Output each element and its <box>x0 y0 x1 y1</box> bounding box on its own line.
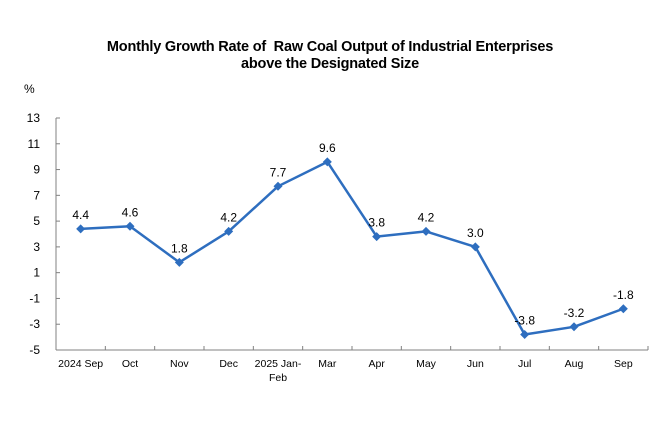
data-label: -3.2 <box>564 306 585 320</box>
x-tick-label: Aug <box>565 358 584 370</box>
data-label: 4.6 <box>122 205 139 219</box>
x-tick-label: Feb <box>269 372 287 384</box>
data-label: -1.8 <box>613 288 634 302</box>
data-point-marker <box>372 232 382 242</box>
x-tick-label: Mar <box>318 358 337 370</box>
y-tick-label: -3 <box>29 317 40 331</box>
x-tick-label: Oct <box>122 358 138 370</box>
series-layer: 4.4 4.6 1.8 4.2 7.7 9.6 3.8 4.2 3.0 -3.8 -3.2 -1.8 <box>72 141 634 340</box>
data-label: 1.8 <box>171 241 188 255</box>
data-point-marker <box>569 322 579 332</box>
x-tick-label: Nov <box>170 358 189 370</box>
chart-title: Monthly Growth Rate of Raw Coal Output o… <box>0 39 660 73</box>
x-tick-label: Sep <box>614 358 633 370</box>
x-tick-label: Dec <box>219 358 238 370</box>
y-tick-label: -1 <box>29 291 40 305</box>
data-point-marker <box>76 224 86 234</box>
data-point-marker <box>174 257 184 267</box>
data-point-marker <box>618 304 628 314</box>
y-tick-label: 11 <box>28 137 41 151</box>
y-tick-label: 3 <box>33 240 40 254</box>
data-label: -3.8 <box>514 314 535 328</box>
chart-title-line-1: Monthly Growth Rate of Raw Coal Output o… <box>106 39 554 55</box>
y-tick-label: 7 <box>33 188 40 202</box>
y-tick-label: 9 <box>33 163 40 177</box>
data-point-marker <box>520 330 530 340</box>
data-point-marker <box>470 242 480 252</box>
y-axis-unit-label: % <box>24 82 35 96</box>
data-point-marker <box>273 181 283 191</box>
data-label: 4.2 <box>220 210 237 224</box>
data-label: 3.8 <box>368 216 385 230</box>
x-tick-label: Apr <box>368 358 385 370</box>
data-label: 4.2 <box>418 210 435 224</box>
data-label: 3.0 <box>467 226 484 240</box>
y-tick-label: 13 <box>27 111 41 125</box>
y-tick-label: 1 <box>33 266 40 280</box>
chart-title-line-2: above the Designated Size <box>241 56 419 72</box>
x-tick-label: Jul <box>518 358 531 370</box>
data-point-marker <box>421 226 431 236</box>
data-label: 4.4 <box>72 208 89 222</box>
x-tick-label: 2025 Jan- <box>255 358 302 370</box>
series-line <box>80 160 624 336</box>
data-label: 9.6 <box>319 141 336 155</box>
y-tick-label: -5 <box>29 343 40 357</box>
y-tick-label: 5 <box>33 214 40 228</box>
data-point-marker <box>125 221 135 231</box>
x-tick-label: May <box>416 358 437 370</box>
x-axis: 2024 Sep Oct Nov Dec 2025 Jan- Feb Mar Apr May Ju… <box>55 346 649 384</box>
data-point-marker <box>322 157 332 167</box>
x-tick-label: 2024 Sep <box>58 358 103 370</box>
x-tick-label: Jun <box>467 358 484 370</box>
data-label: 7.7 <box>270 165 287 179</box>
y-axis: 13 11 9 7 5 3 1 -1 -3 -5 <box>27 111 60 357</box>
data-point-marker <box>224 226 234 236</box>
